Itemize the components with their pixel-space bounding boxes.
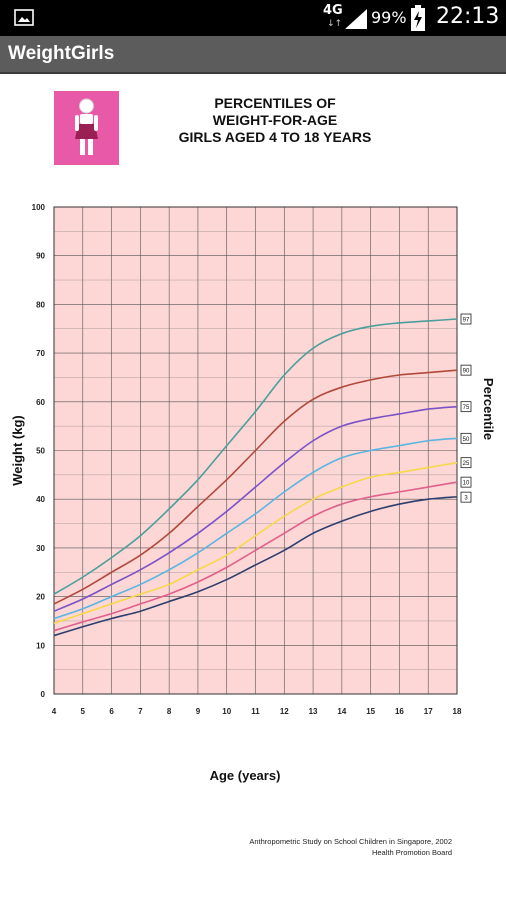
x-tick-label: 15 <box>366 707 375 716</box>
y-tick-label: 80 <box>36 300 45 309</box>
series-line-p50 <box>53 437 458 620</box>
battery-charging-icon <box>411 5 425 31</box>
y-tick-label: 90 <box>36 252 45 261</box>
x-tick-label: 17 <box>424 707 433 716</box>
y-tick-label: 0 <box>41 690 46 699</box>
series-line-p97 <box>53 318 458 595</box>
x-tick-label: 10 <box>222 707 231 716</box>
x-tick-label: 4 <box>52 707 57 716</box>
percentile-label-25: 25 <box>463 461 470 467</box>
network-activity: ↓↑ <box>327 19 343 29</box>
y-tick-label: 30 <box>36 544 45 553</box>
series-line-p75 <box>53 405 458 612</box>
series-line-p25 <box>53 461 458 625</box>
chart-title-line-2: WEIGHT-FOR-AGE <box>212 112 338 128</box>
y-tick-label: 100 <box>32 203 46 212</box>
clock: 22:13 <box>436 4 500 29</box>
percentile-box <box>460 432 472 444</box>
x-tick-label: 8 <box>167 707 172 716</box>
percentile-box <box>460 476 472 488</box>
x-tick-label: 7 <box>138 707 143 716</box>
y-tick-label: 70 <box>36 349 45 358</box>
percentile-label-10: 10 <box>463 481 470 487</box>
app-bar: WeightGirls <box>0 36 506 74</box>
source-note: Anthropometric Study on School Children … <box>249 836 452 858</box>
percentile-box <box>460 457 472 469</box>
chart-title-line-1: PERCENTILES OF <box>214 95 336 111</box>
signal-icon <box>345 9 367 29</box>
percentile-label-50: 50 <box>463 437 470 443</box>
percentile-box <box>460 313 472 325</box>
percentile-label-75: 75 <box>463 405 470 411</box>
series-line-p90 <box>53 369 458 605</box>
chart-title: PERCENTILES OF WEIGHT-FOR-AGE GIRLS AGED… <box>150 95 400 146</box>
y-tick-label: 40 <box>36 495 45 504</box>
x-tick-label: 13 <box>309 707 318 716</box>
network-type: 4G <box>323 3 343 18</box>
battery-percent: 99% <box>371 8 407 27</box>
source-line-2: Health Promotion Board <box>371 848 452 857</box>
plot-frame <box>53 206 458 695</box>
percentile-axis-label: Percentile <box>481 378 496 440</box>
app-title: WeightGirls <box>8 43 115 64</box>
x-axis-label: Age (years) <box>209 768 281 783</box>
percentile-box <box>460 364 472 376</box>
x-tick-label: 6 <box>109 707 114 716</box>
series-line-p10 <box>53 481 458 632</box>
x-tick-label: 16 <box>395 707 404 716</box>
x-tick-label: 12 <box>280 707 289 716</box>
percentile-label-97: 97 <box>463 318 470 324</box>
x-tick-label: 5 <box>81 707 86 716</box>
y-tick-label: 50 <box>36 447 45 456</box>
girl-figure-icon <box>54 91 119 165</box>
y-tick-label: 20 <box>36 593 45 602</box>
y-axis-label: Weight (kg) <box>10 415 25 486</box>
status-bar: 4G ↓↑ 99% 22:13 <box>0 0 506 36</box>
percentile-label-3: 3 <box>464 496 468 502</box>
percentile-box <box>460 401 472 413</box>
x-tick-label: 9 <box>196 707 201 716</box>
percentile-label-90: 90 <box>463 369 470 375</box>
y-tick-label: 10 <box>36 641 45 650</box>
x-tick-label: 14 <box>337 707 346 716</box>
x-tick-label: 11 <box>251 707 260 716</box>
chart-title-line-3: GIRLS AGED 4 TO 18 YEARS <box>178 129 372 145</box>
series-line-p3 <box>53 495 458 637</box>
percentile-chart: 4 5 6 7 8 9 10 11 12 13 14 15 16 17 18 0 10 20 30 40 50 60 70 8… <box>10 203 496 716</box>
source-line-1: Anthropometric Study on School Children … <box>249 837 452 846</box>
image-notification-icon <box>14 9 34 26</box>
percentile-box <box>460 491 472 503</box>
y-tick-label: 60 <box>36 398 45 407</box>
x-tick-label: 18 <box>453 707 462 716</box>
